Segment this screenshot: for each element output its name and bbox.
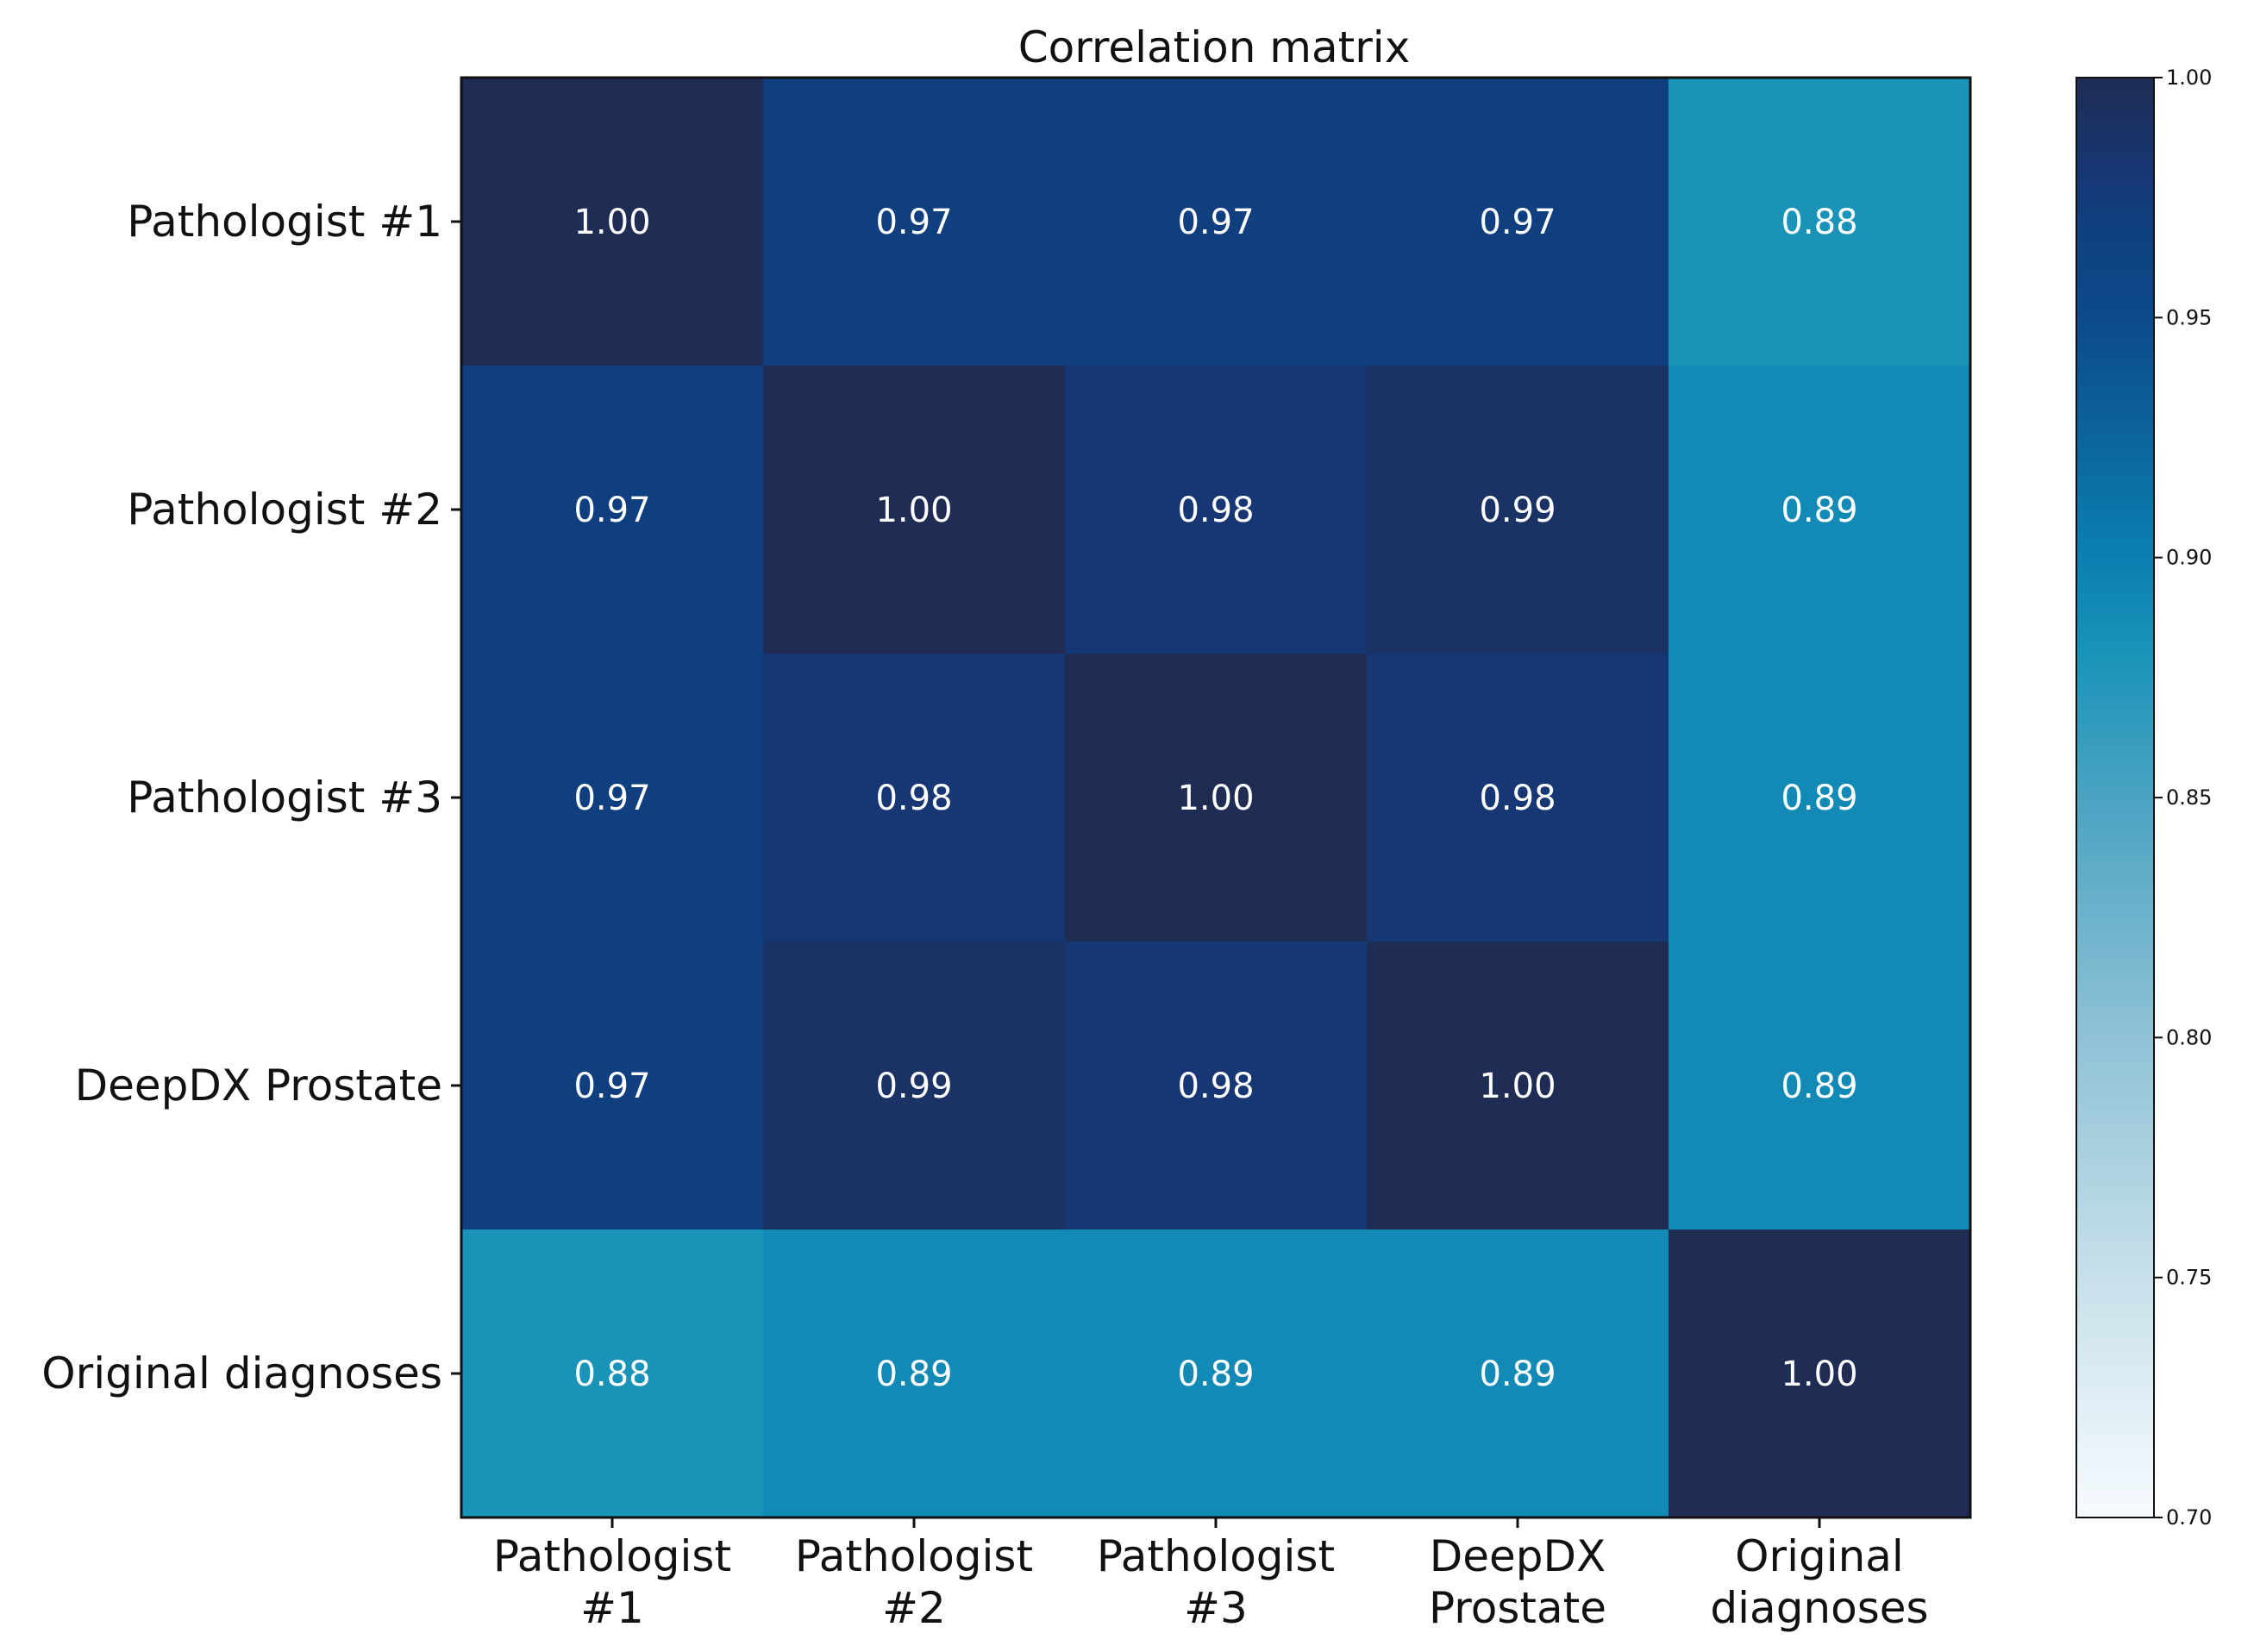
x-tick-label: Pathologist bbox=[1097, 1531, 1335, 1581]
cell-value-label: 0.89 bbox=[1781, 779, 1857, 818]
heatmap-cell bbox=[1669, 654, 1971, 942]
x-tick-label: DeepDX bbox=[1430, 1531, 1606, 1581]
heatmap-cell bbox=[1669, 78, 1971, 366]
heatmap-cell bbox=[763, 366, 1066, 654]
cell-value-label: 0.98 bbox=[1177, 491, 1254, 530]
y-axis: Pathologist #1 Pathologist #2 Pathologist … bbox=[41, 197, 461, 1399]
y-tick-label: Pathologist #3 bbox=[127, 773, 442, 823]
heatmap-cell bbox=[1669, 942, 1971, 1230]
heatmap-cell bbox=[1367, 1230, 1669, 1518]
x-axis: Pathologist#1Pathologist#2Pathologist#3D… bbox=[493, 1517, 1929, 1633]
cell-value-label: 0.98 bbox=[1177, 1067, 1254, 1106]
colorbar-tick-label: 1.00 bbox=[2166, 66, 2212, 90]
heatmap-cell bbox=[461, 78, 764, 366]
cell-value-label: 0.89 bbox=[1781, 491, 1857, 530]
heatmap-cell bbox=[461, 942, 764, 1230]
heatmap-cell bbox=[1367, 942, 1669, 1230]
heatmap-cell bbox=[1065, 654, 1368, 942]
cell-value-label: 0.89 bbox=[875, 1355, 952, 1394]
heatmap-cell bbox=[1669, 366, 1971, 654]
heatmap-cell bbox=[763, 1230, 1066, 1518]
x-tick-label: Original bbox=[1735, 1531, 1904, 1581]
cell-value-label: 0.98 bbox=[1479, 779, 1556, 818]
heatmap-cell bbox=[1065, 366, 1368, 654]
cell-value-label: 0.89 bbox=[1177, 1355, 1254, 1394]
cell-value-label: 0.97 bbox=[1177, 203, 1254, 242]
cell-value-label: 0.88 bbox=[573, 1355, 650, 1394]
heatmap-value-labels: 1.00 0.97 0.97 0.97 0.88 0.97 1.00 0.98 0.99 0.89… bbox=[573, 203, 1857, 1394]
y-tick-label: Pathologist #2 bbox=[127, 485, 442, 535]
heatmap-cell bbox=[1367, 78, 1669, 366]
cell-value-label: 0.97 bbox=[875, 203, 952, 242]
x-tick-label: Pathologist bbox=[795, 1531, 1033, 1581]
cell-value-label: 1.00 bbox=[1781, 1355, 1857, 1394]
cell-value-label: 0.88 bbox=[1781, 203, 1857, 242]
cell-value-label: 0.89 bbox=[1479, 1355, 1556, 1394]
colorbar-axis: 0.70 0.75 0.80 0.85 0.90 0.95 1.00 bbox=[2154, 66, 2212, 1530]
heatmap-cell bbox=[763, 942, 1066, 1230]
y-tick-label: Original diagnoses bbox=[41, 1349, 442, 1399]
x-tick-label: Prostate bbox=[1429, 1583, 1606, 1633]
cell-value-label: 0.97 bbox=[573, 779, 650, 818]
cell-value-label: 0.97 bbox=[573, 491, 650, 530]
colorbar-tick-label: 0.75 bbox=[2166, 1266, 2212, 1290]
colorbar-tick-label: 0.70 bbox=[2166, 1505, 2212, 1530]
y-tick-label: Pathologist #1 bbox=[127, 197, 442, 247]
heatmap-cell bbox=[461, 654, 764, 942]
heatmap-cell bbox=[1065, 1230, 1368, 1518]
heatmap-cell bbox=[1065, 78, 1368, 366]
heatmap-cell bbox=[461, 366, 764, 654]
heatmap-cells bbox=[461, 78, 1971, 1518]
cell-value-label: 1.00 bbox=[1177, 779, 1254, 818]
colorbar-tick-label: 0.80 bbox=[2166, 1025, 2212, 1049]
chart-title: Correlation matrix bbox=[1018, 22, 1411, 72]
cell-value-label: 0.89 bbox=[1781, 1067, 1857, 1106]
cell-value-label: 0.98 bbox=[875, 779, 952, 818]
heatmap-cell bbox=[1367, 654, 1669, 942]
heatmap-cell bbox=[763, 654, 1066, 942]
cell-value-label: 0.99 bbox=[875, 1067, 952, 1106]
colorbar-tick-label: 0.85 bbox=[2166, 785, 2212, 810]
x-tick-label: #3 bbox=[1184, 1583, 1248, 1633]
x-tick-label: #2 bbox=[882, 1583, 946, 1633]
cell-value-label: 0.97 bbox=[573, 1067, 650, 1106]
x-tick-label: diagnoses bbox=[1710, 1583, 1928, 1633]
heatmap-cell bbox=[461, 1230, 764, 1518]
cell-value-label: 1.00 bbox=[573, 203, 650, 242]
y-tick-label: DeepDX Prostate bbox=[75, 1061, 442, 1111]
colorbar-tick-label: 0.90 bbox=[2166, 546, 2212, 570]
heatmap-cell bbox=[1367, 366, 1669, 654]
cell-value-label: 1.00 bbox=[875, 491, 952, 530]
cell-value-label: 0.99 bbox=[1479, 491, 1556, 530]
heatmap-cell bbox=[763, 78, 1066, 366]
x-tick-label: Pathologist bbox=[493, 1531, 731, 1581]
heatmap-cell bbox=[1065, 942, 1368, 1230]
heatmap-cell bbox=[1669, 1230, 1971, 1518]
colorbar-tick-label: 0.95 bbox=[2166, 305, 2212, 329]
colorbar bbox=[2076, 77, 2155, 1518]
x-tick-label: #1 bbox=[580, 1583, 644, 1633]
cell-value-label: 1.00 bbox=[1479, 1067, 1556, 1106]
cell-value-label: 0.97 bbox=[1479, 203, 1556, 242]
